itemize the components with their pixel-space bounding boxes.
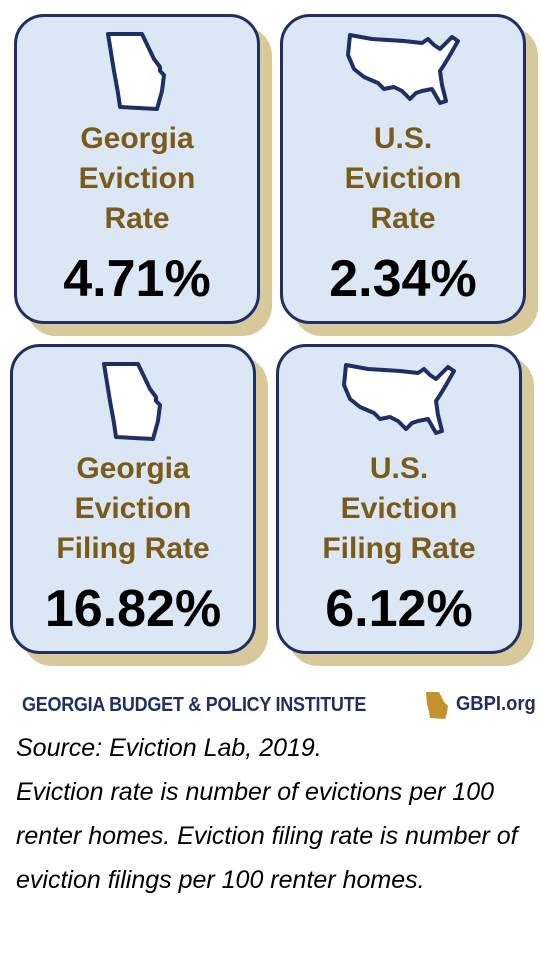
card-label: U.S. Eviction Rate [344, 122, 462, 235]
source-line: Source: Eviction Lab, 2019. [16, 734, 322, 762]
georgia-map-icon [13, 361, 253, 443]
card-body: U.S. Eviction Rate 2.34% [280, 14, 526, 324]
source-note: Source: Eviction Lab, 2019. Eviction rat… [16, 726, 531, 902]
card-us-eviction-filing-rate: U.S. Eviction Filing Rate 6.12% [276, 344, 534, 666]
card-georgia-eviction-filing-rate: Georgia Eviction Filing Rate 16.82% [10, 344, 268, 666]
card-body: Georgia Eviction Rate 4.71% [14, 14, 260, 324]
card-us-eviction-rate: U.S. Eviction Rate 2.34% [280, 14, 538, 336]
usa-map-icon [279, 359, 519, 437]
logo-name: GEORGIA BUDGET & POLICY INSTITUTE [22, 693, 367, 716]
card-label: Georgia Eviction Filing Rate [56, 452, 210, 565]
card-label: Georgia Eviction Rate [78, 122, 196, 235]
usa-map-icon [283, 29, 523, 107]
georgia-map-icon [17, 31, 257, 113]
georgia-peach-mark-icon [424, 690, 450, 725]
card-value: 4.71% [63, 250, 211, 308]
card-value: 2.34% [329, 250, 477, 308]
card-label: U.S. Eviction Filing Rate [322, 452, 476, 565]
card-georgia-eviction-rate: Georgia Eviction Rate 4.71% [14, 14, 272, 336]
definition-note: Eviction rate is number of evictions per… [16, 778, 518, 894]
gbpi-logo: GEORGIA BUDGET & POLICY INSTITUTE GBPI.o… [22, 690, 536, 720]
card-body: Georgia Eviction Filing Rate 16.82% [10, 344, 256, 654]
card-body: U.S. Eviction Filing Rate 6.12% [276, 344, 522, 654]
card-value: 16.82% [44, 580, 222, 638]
logo-url: GBPI.org [456, 693, 536, 715]
card-value: 6.12% [325, 580, 473, 638]
